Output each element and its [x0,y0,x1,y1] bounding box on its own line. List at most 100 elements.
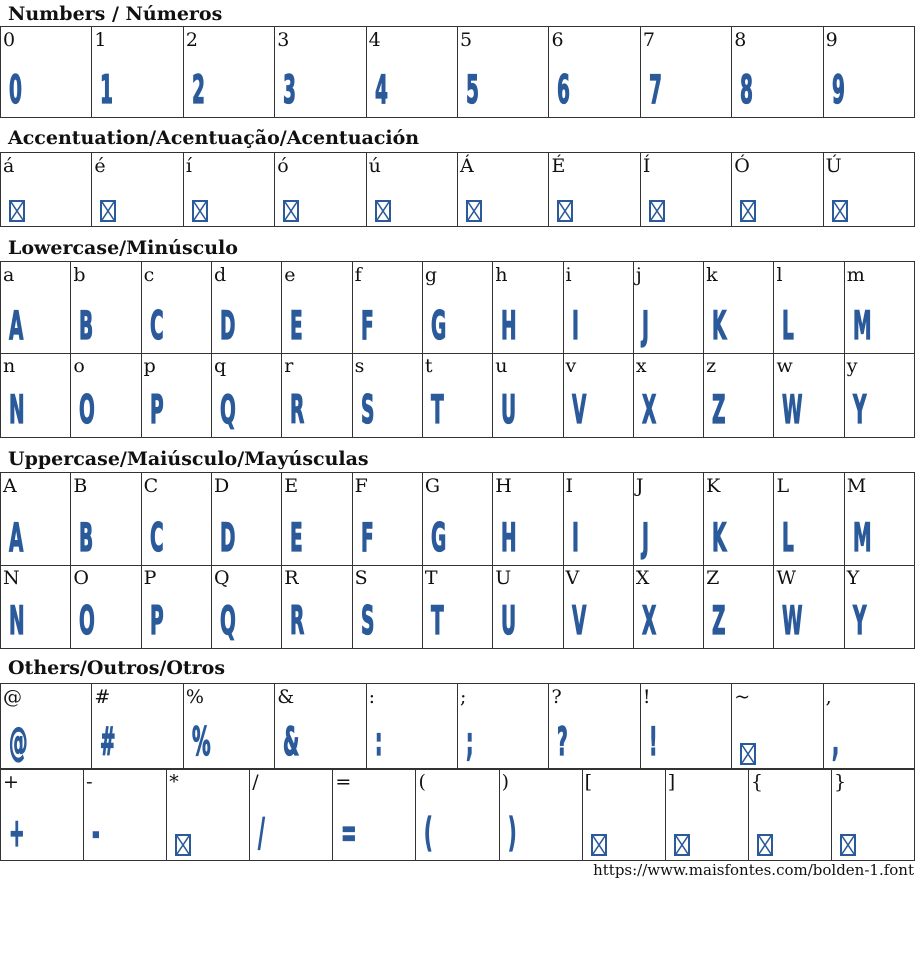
glyph-sample: P [149,599,164,645]
missing-glyph-icon [374,200,391,222]
missing-glyph-icon [191,200,208,222]
char-label: c [143,264,155,286]
missing-glyph-icon [9,200,25,222]
char-label: í [185,155,192,177]
char-label: U [495,567,512,589]
char-label: b [73,264,86,286]
char-label: 4 [368,29,381,51]
char-label: 2 [185,29,198,51]
char-label: { [750,771,763,793]
char-label: % [185,686,204,708]
glyph-sample: ? [557,720,569,766]
char-label: R [284,567,299,589]
glyph-sample: C [149,516,164,562]
char-label: f [354,264,362,286]
missing-glyph-icon [673,834,690,856]
glyph-cell: & & [275,684,367,770]
glyph-sample: A [9,304,24,350]
footer-url[interactable]: https://www.maisfontes.com/bolden-1.font [593,861,914,879]
glyph-sample: N [9,599,25,645]
glyph-sample: 8 [740,68,754,114]
glyph-sample: J [641,304,649,350]
glyph-sample: O [79,599,96,645]
glyph-cell: Ó [732,153,824,227]
glyph-sample: & [283,720,300,766]
char-label: C [143,475,159,497]
char-label: = [335,771,352,793]
glyph-sample: # [100,720,116,766]
glyph-sample: M [852,304,872,350]
char-label: * [169,771,179,793]
char-label: I [565,475,574,497]
missing-glyph-icon [557,200,574,222]
glyph-sample: / [258,811,266,857]
glyph-sample: T [430,599,444,645]
char-label: L [776,475,790,497]
char-label: r [284,355,294,377]
char-label: Z [706,567,720,589]
char-label: G [424,475,441,497]
char-label: w [776,355,793,377]
char-label: m [846,264,865,286]
missing-glyph-icon [466,200,483,222]
glyph-sample: N [9,388,25,434]
glyph-sample: 3 [283,68,297,114]
glyph-cell: é [92,153,184,227]
glyph-sample: F [360,516,374,562]
char-label: v [565,355,577,377]
glyph-sample: I [571,516,579,562]
glyph-cell: * [167,769,251,861]
char-label: X [635,567,650,589]
glyph-cell: É [549,153,641,227]
glyph-cell: ?? [549,684,641,770]
glyph-sample: 9 [831,68,845,114]
glyph-sample: 2 [191,68,206,114]
glyph-sample: % [191,720,211,766]
char-label: H [495,475,512,497]
glyph-sample: Y [852,599,867,645]
glyph-cell: Á [458,153,550,227]
missing-glyph-icon [648,200,665,222]
char-label: s [354,355,365,377]
glyph-sample: C [149,304,164,350]
glyph-cell: ] [665,769,749,861]
glyph-sample: Q [219,388,236,434]
glyph-sample: H [501,516,517,562]
char-label: + [3,771,19,793]
glyph-cell: !! [640,684,733,770]
char-label: / [252,771,259,793]
glyph-sample: J [641,516,649,562]
glyph-sample: 4 [374,68,388,114]
glyph-sample: E [290,516,303,562]
char-label: 7 [642,29,655,51]
char-label: K [706,475,721,497]
glyph-sample: X [641,388,657,434]
char-label: q [213,355,227,377]
glyph-cell: -- [84,769,168,861]
char-label: 0 [3,29,16,51]
glyph-sample: B [79,516,94,562]
missing-glyph-icon [831,200,848,222]
glyph-cell: } [831,769,916,861]
char-label: V [565,567,580,589]
